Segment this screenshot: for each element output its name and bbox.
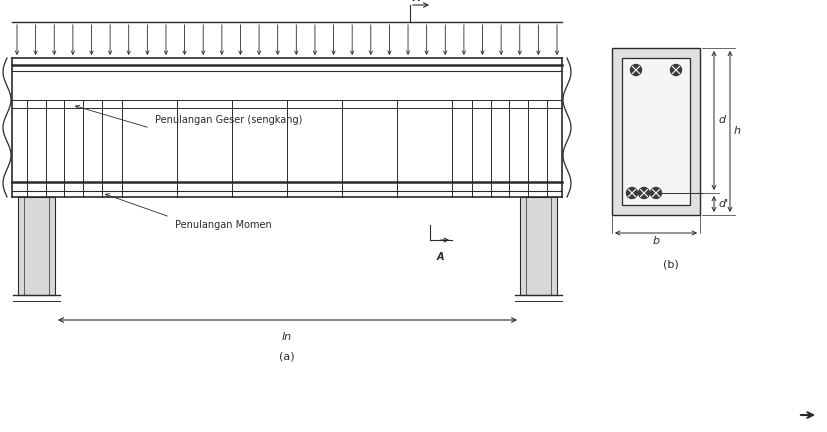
Circle shape (626, 187, 637, 198)
Text: Penulangan Momen: Penulangan Momen (174, 220, 271, 230)
Text: (a): (a) (279, 352, 294, 362)
Circle shape (670, 64, 681, 76)
Text: A: A (436, 252, 443, 262)
Text: d': d' (717, 199, 727, 209)
Text: Penulangan Geser (sengkang): Penulangan Geser (sengkang) (155, 115, 302, 125)
Circle shape (638, 187, 648, 198)
Bar (621, 58, 689, 205)
Text: d: d (717, 115, 724, 125)
Text: (b): (b) (662, 260, 678, 270)
Circle shape (629, 64, 641, 76)
Circle shape (650, 187, 661, 198)
Bar (18, 197, 55, 295)
Text: A: A (413, 0, 420, 3)
Bar (519, 197, 557, 295)
Text: ln: ln (282, 332, 292, 342)
Text: b: b (652, 236, 659, 246)
Bar (611, 48, 699, 215)
Text: h: h (733, 126, 740, 136)
